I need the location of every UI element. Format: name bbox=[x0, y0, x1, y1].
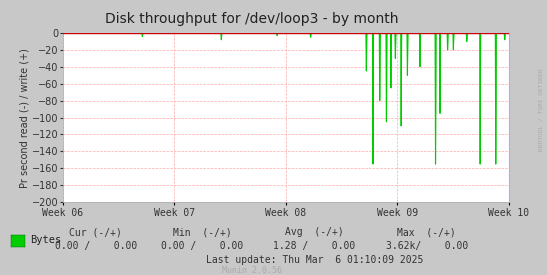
Y-axis label: Pr second read (-) / write (+): Pr second read (-) / write (+) bbox=[19, 48, 30, 188]
Text: Avg  (-/+): Avg (-/+) bbox=[285, 227, 344, 237]
Text: 0.00 /    0.00: 0.00 / 0.00 bbox=[55, 241, 137, 251]
Text: 1.28 /    0.00: 1.28 / 0.00 bbox=[274, 241, 356, 251]
Text: 3.62k/    0.00: 3.62k/ 0.00 bbox=[386, 241, 468, 251]
Text: Munin 2.0.56: Munin 2.0.56 bbox=[222, 266, 282, 275]
Text: RRDTOOL / TOBI OETIKER: RRDTOOL / TOBI OETIKER bbox=[538, 69, 543, 151]
Text: 0.00 /    0.00: 0.00 / 0.00 bbox=[161, 241, 243, 251]
Text: Cur (-/+): Cur (-/+) bbox=[69, 227, 122, 237]
Text: Disk throughput for /dev/loop3 - by month: Disk throughput for /dev/loop3 - by mont… bbox=[105, 12, 398, 26]
Text: Max  (-/+): Max (-/+) bbox=[397, 227, 456, 237]
Text: Last update: Thu Mar  6 01:10:09 2025: Last update: Thu Mar 6 01:10:09 2025 bbox=[206, 255, 423, 265]
Text: Min  (-/+): Min (-/+) bbox=[173, 227, 232, 237]
Text: Bytes: Bytes bbox=[30, 235, 61, 245]
